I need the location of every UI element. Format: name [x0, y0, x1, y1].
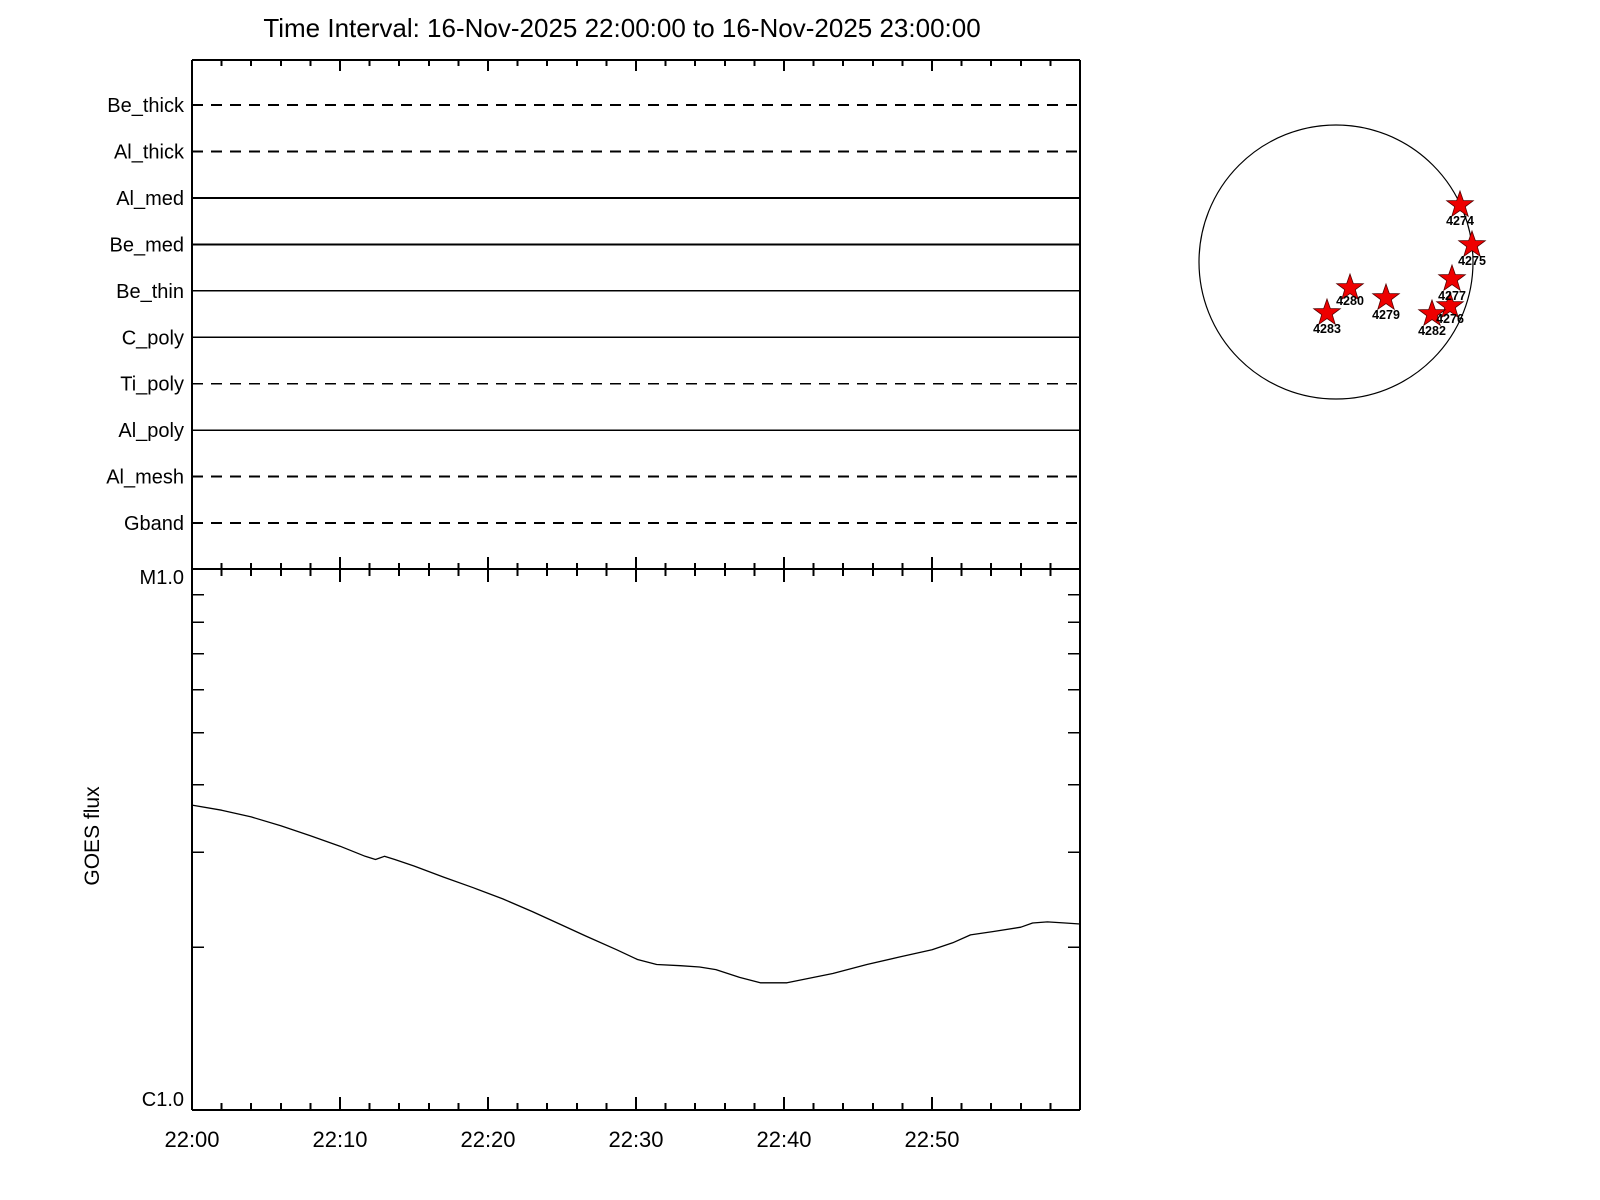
filter-label-al_mesh: Al_mesh: [106, 467, 184, 489]
x-tick-label: 22:00: [164, 1127, 219, 1152]
active-region-label-4275: 4275: [1458, 254, 1486, 268]
active-region-label-4279: 4279: [1372, 308, 1400, 322]
x-tick-label: 22:10: [312, 1127, 367, 1152]
active-region-star-4274: [1445, 189, 1475, 218]
time-tick-marks: [191, 60, 1081, 1110]
plot-title: Time Interval: 16-Nov-2025 22:00:00 to 1…: [263, 13, 981, 43]
active-region-label-4282: 4282: [1418, 324, 1446, 338]
active-region-label-4280: 4280: [1336, 294, 1364, 308]
filter-label-al_thick: Al_thick: [114, 141, 185, 163]
y-axis-title: GOES flux: [81, 786, 104, 886]
x-tick-label: 22:50: [904, 1127, 959, 1152]
filter-label-be_thin: Be_thin: [116, 281, 184, 303]
goes-flux-curve: [191, 804, 1081, 984]
goes-flux-panel: 22:00 22:10 22:20 22:30 22:40 22:50: [164, 804, 1081, 1152]
active-region-label-4274: 4274: [1446, 214, 1474, 228]
filter-label-be_med: Be_med: [110, 234, 185, 256]
x-tick-label: 22:20: [460, 1127, 515, 1152]
filter-timeline-panel: Be_thick Al_thick Al_med Be_med Be_thin C_pol…: [106, 95, 1080, 535]
active-region-label-4277: 4277: [1438, 289, 1466, 303]
filter-label-be_thick: Be_thick: [107, 95, 185, 117]
active-region-label-4276: 4276: [1436, 312, 1464, 326]
filter-label-al_med: Al_med: [116, 188, 184, 210]
active-region-star-4282: [1417, 298, 1447, 327]
active-region-label-4283: 4283: [1313, 322, 1341, 336]
filter-label-ti_poly: Ti_poly: [120, 374, 184, 396]
active-region-star-4279: [1371, 282, 1401, 311]
x-tick-label: 22:40: [756, 1127, 811, 1152]
x-tick-label: 22:30: [608, 1127, 663, 1152]
active-region-star-4280: [1335, 272, 1365, 301]
active-region-star-4283: [1312, 297, 1342, 326]
filter-label-al_poly: Al_poly: [118, 420, 184, 442]
y-axis-top-label: M1.0: [139, 567, 184, 589]
active-region-star-4277: [1437, 263, 1467, 292]
panel-frames: [191, 59, 1081, 1111]
sun-limb-circle: [1198, 124, 1474, 400]
active-region-stars: [1312, 189, 1487, 327]
active-region-star-4276: [1435, 290, 1465, 319]
active-region-star-4275: [1457, 229, 1487, 258]
filter-label-gband: Gband: [124, 513, 184, 535]
y-axis-bottom-label: C1.0: [141, 1089, 184, 1111]
filter-label-c_poly: C_poly: [122, 327, 184, 349]
